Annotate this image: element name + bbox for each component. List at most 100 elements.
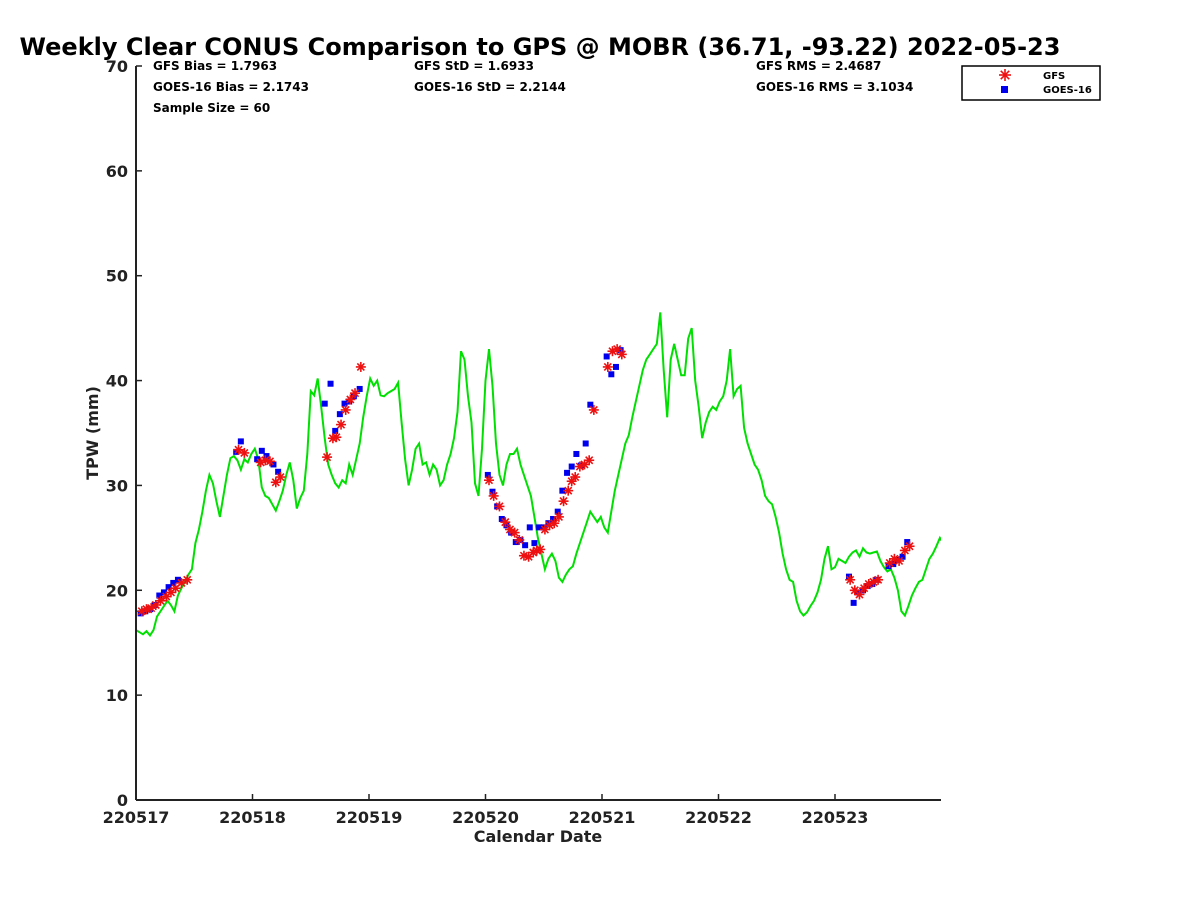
- goes16-point: [503, 522, 510, 529]
- goes16-point: [526, 524, 533, 531]
- goes16-point: [332, 427, 339, 434]
- legend-gfs-label: GFS: [1043, 71, 1065, 82]
- goes16-point: [550, 515, 557, 522]
- gfs-point: [602, 361, 613, 372]
- x-axis-label: Calendar Date: [474, 827, 603, 846]
- gfs-point: [170, 583, 181, 594]
- goes16-point: [263, 453, 270, 460]
- gfs-point: [894, 555, 905, 566]
- gfs-point: [549, 518, 560, 529]
- x-tick-label: 220519: [336, 808, 403, 827]
- y-tick-label: 20: [106, 581, 128, 600]
- gfs-point: [873, 574, 884, 585]
- y-tick-label: 50: [106, 267, 128, 286]
- x-tick-label: 220520: [452, 808, 519, 827]
- y-tick-label: 0: [117, 791, 128, 810]
- legend: GFS GOES-16: [961, 65, 1101, 101]
- goes16-point: [603, 353, 610, 360]
- goes16-point: [904, 539, 911, 546]
- goes16-point: [568, 463, 575, 470]
- gfs-point: [340, 404, 351, 415]
- goes16-point: [522, 542, 529, 549]
- goes16-point: [484, 471, 491, 478]
- goes16-point: [512, 539, 519, 546]
- goes16-point: [617, 347, 624, 354]
- goes16-point: [531, 540, 538, 547]
- x-tick-label: 220522: [685, 808, 752, 827]
- gfs-point: [336, 419, 347, 430]
- goes16-point: [582, 440, 589, 447]
- gfs-point: [155, 595, 166, 606]
- stats-panel: GFS Bias = 1.7963 GOES-16 Bias = 2.1743 …: [153, 59, 913, 115]
- gfs-point: [350, 388, 361, 399]
- gfs-point: [588, 404, 599, 415]
- x-tick-label: 220518: [219, 808, 286, 827]
- x-tick-label: 220523: [802, 808, 869, 827]
- goes16-point: [341, 400, 348, 407]
- goes16-point: [237, 438, 244, 445]
- goes16-point: [160, 589, 167, 596]
- gfs-point: [509, 527, 520, 538]
- goes16-point: [356, 385, 363, 392]
- chart-title: Weekly Clear CONUS Comparison to GPS @ M…: [20, 33, 1061, 61]
- gfs-point: [322, 452, 333, 463]
- goes16-point: [258, 447, 265, 454]
- goes16-point: [587, 401, 594, 408]
- y-tick-label: 10: [106, 686, 128, 705]
- goes16-point: [321, 400, 328, 407]
- x-tick-label: 220517: [103, 808, 170, 827]
- goes-std-stat: GOES-16 StD = 2.2144: [414, 80, 566, 94]
- goes16-point: [608, 371, 615, 378]
- goes16-point: [156, 592, 163, 599]
- gfs-point: [845, 574, 856, 585]
- goes16-point: [573, 450, 580, 457]
- goes16-point: [845, 573, 852, 580]
- goes-bias-stat: GOES-16 Bias = 2.1743: [153, 80, 309, 94]
- y-tick-label: 70: [106, 57, 128, 76]
- gfs-point: [904, 541, 915, 552]
- goes16-point: [850, 599, 857, 606]
- gfs-point: [849, 585, 860, 596]
- gfs-point: [535, 544, 546, 555]
- goes16-point: [327, 380, 334, 387]
- goes16-point: [899, 553, 906, 560]
- y-tick-label: 60: [106, 162, 128, 181]
- gfs-rms-stat: GFS RMS = 2.4687: [756, 59, 881, 73]
- gfs-point: [488, 490, 499, 501]
- axes: 0 10 20 30 40 50 60 70 220517 220518 220519 220520 2…: [103, 57, 941, 827]
- goes16-point: [489, 488, 496, 495]
- gfs-point: [483, 475, 494, 486]
- legend-gfs-asterisk: [999, 69, 1011, 81]
- gfs-std-stat: GFS StD = 1.6933: [414, 59, 534, 73]
- gfs-point: [514, 534, 525, 545]
- goes16-point: [170, 579, 177, 586]
- gfs-point: [275, 472, 286, 483]
- goes16-point: [564, 469, 571, 476]
- legend-goes-label: GOES-16: [1043, 85, 1092, 96]
- gfs-point: [854, 589, 865, 600]
- plot-area: [136, 312, 941, 638]
- gfs-point: [563, 485, 574, 496]
- sample-size-stat: Sample Size = 60: [153, 101, 270, 115]
- gfs-point: [553, 511, 564, 522]
- gfs-point: [331, 432, 342, 443]
- gfs-point: [264, 456, 275, 467]
- gps-line: [136, 312, 941, 638]
- goes16-point: [336, 411, 343, 418]
- gfs-point: [239, 447, 250, 458]
- gfs-point: [558, 496, 569, 507]
- gfs-point: [570, 472, 581, 483]
- gfs-point: [616, 349, 627, 360]
- goes16-point: [885, 563, 892, 570]
- goes-rms-stat: GOES-16 RMS = 3.1034: [756, 80, 913, 94]
- goes16-point: [612, 363, 619, 370]
- goes16-point: [554, 508, 561, 515]
- gfs-point: [500, 517, 511, 528]
- legend-gfs-marker: [999, 69, 1011, 81]
- goes16-point: [559, 487, 566, 494]
- gfs-point: [494, 501, 505, 512]
- y-tick-label: 40: [106, 372, 128, 391]
- goes16-point: [165, 584, 172, 591]
- goes16-point: [536, 524, 543, 531]
